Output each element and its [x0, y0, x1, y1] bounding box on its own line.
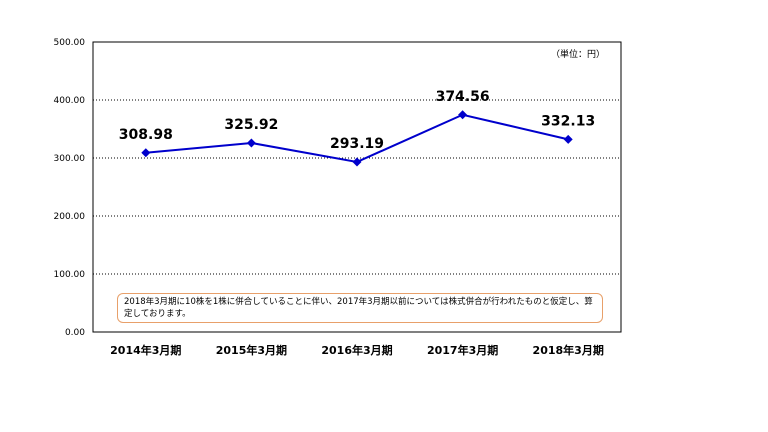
y-tick-label: 0.00	[65, 328, 85, 338]
data-label: 332.13	[541, 113, 595, 129]
unit-label: （単位：円）	[551, 48, 605, 60]
data-point-marker	[352, 157, 362, 167]
plot-frame	[92, 41, 622, 333]
data-label: 308.98	[119, 127, 173, 143]
data-label: 325.92	[224, 117, 278, 133]
x-category-label: 2017年3月期	[427, 343, 498, 357]
data-labels: 308.98 325.92 293.19 374.56 332.13	[119, 89, 595, 152]
data-point-marker	[141, 148, 151, 158]
data-point-marker	[458, 110, 468, 120]
data-point-marker	[563, 134, 573, 144]
data-label: 374.56	[436, 89, 490, 105]
y-tick-label: 500.00	[54, 38, 86, 48]
x-category-label: 2018年3月期	[533, 343, 604, 357]
series-markers	[141, 110, 573, 167]
x-category-label: 2015年3月期	[216, 343, 287, 357]
data-label: 293.19	[330, 136, 384, 152]
y-tick-label: 200.00	[54, 212, 86, 222]
x-axis-categories: 2014年3月期 2015年3月期 2016年3月期 2017年3月期 2018年3月期	[110, 343, 604, 357]
y-axis-ticks: 0.00 100.00 200.00 300.00 400.00 500.00	[54, 38, 86, 338]
y-tick-label: 300.00	[54, 154, 86, 164]
y-tick-label: 400.00	[54, 96, 86, 106]
x-category-label: 2014年3月期	[110, 343, 181, 357]
data-point-marker	[246, 138, 256, 148]
y-tick-label: 100.00	[54, 270, 86, 280]
x-category-label: 2016年3月期	[321, 343, 392, 357]
annotation-note: 2018年3月期に10株を1株に併合していることに伴い、2017年3月期以前につ…	[117, 293, 603, 323]
